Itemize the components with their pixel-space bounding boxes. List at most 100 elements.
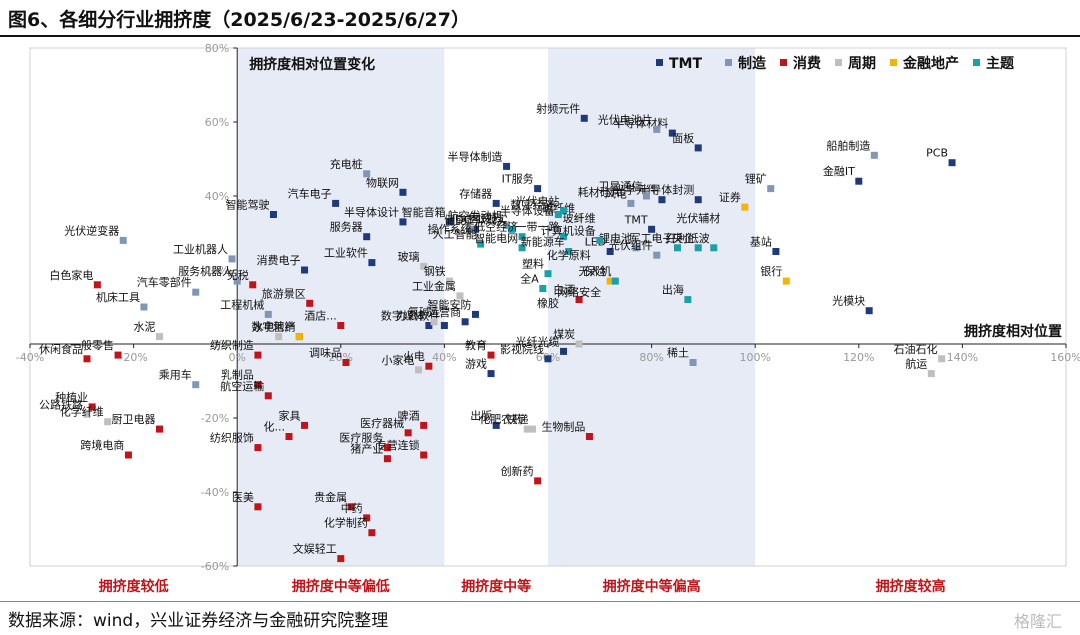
data-point [653,251,661,259]
point-label: 办公软件 [396,309,440,323]
data-point [658,196,666,204]
point-label: 银行 [760,264,782,278]
data-point [192,288,200,296]
legend-swatch [835,59,842,66]
point-label: 煤炭 [553,328,575,341]
extra-label: 耗材硅片 [578,185,622,199]
data-point [466,225,474,233]
point-label: 工业机器人 [173,242,228,256]
point-label: 化学纤维 [60,405,104,419]
point-label: 射频元件 [536,101,580,115]
point-label: 智能音箱 [402,205,446,219]
point-label: 纺织服饰 [210,431,254,445]
point-label: 光伏逆变器 [64,223,119,237]
point-label: 水泥 [134,321,156,334]
zone-label: 拥挤度较低 [99,578,169,595]
point-label: 化... [264,420,286,434]
point-label: 数字经济 [510,198,554,212]
point-label: 教育 [465,338,487,352]
point-label: 医美 [232,491,254,504]
data-point [492,421,500,429]
x-tick-label: 120% [843,351,874,364]
point-label: 调味品 [309,347,342,360]
data-point [518,233,526,241]
data-point [694,196,702,204]
data-point [492,199,500,207]
data-point [855,177,863,185]
legend-label: 金融地产 [902,55,959,72]
point-label: IDC [452,213,472,226]
data-point [560,347,568,355]
legend-swatch [973,59,980,66]
data-point [363,514,371,522]
data-point [627,199,635,207]
y-axis-label: 拥挤度相对位置变化 [249,56,375,73]
point-label: 运营商 [428,305,461,319]
data-point [534,185,542,193]
data-point [477,240,485,248]
data-point [363,170,371,178]
data-point [487,351,495,359]
point-label: 汽车电子 [288,186,332,200]
point-label: 中药 [341,502,363,515]
data-point [446,218,454,226]
data-point [301,266,309,274]
data-point [503,222,511,230]
data-point [254,444,262,452]
x-tick-label: -20% [119,351,147,364]
point-label: 化肥农药 [479,412,523,426]
data-point [611,277,619,285]
data-point [192,381,200,389]
data-point [368,259,376,267]
point-label: 石油石化 [894,342,938,356]
point-label: 医疗服务 [339,431,383,445]
point-label: 影视院线 [500,342,544,356]
data-point [337,322,345,329]
y-tick-label: -40% [201,486,229,499]
point-label: 酒店... [304,309,337,323]
chart-legend: TMT 制造 消费 周期 金融地产 主题 [656,55,1015,72]
point-label: 化学制药 [324,516,368,530]
data-point [295,333,303,341]
data-point [254,503,262,511]
point-label: 贵金属 [314,490,347,504]
x-tick-label: -40% [16,351,44,364]
point-label: 低空经济 [474,220,518,234]
data-point [264,392,272,400]
data-point [575,296,583,304]
x-tick-label: 0% [228,351,245,364]
point-label: 军工电子 [630,232,674,245]
point-label: 地产 [273,320,295,334]
data-point [575,214,583,222]
y-tick-label: 0% [212,338,229,351]
source-rule [0,601,1080,602]
data-point [420,421,428,429]
point-label: 工业软件 [324,246,368,260]
x-tick-label: 160% [1050,351,1080,364]
extra-label: 化学原料 [547,248,591,262]
point-label: 稀土 [667,347,689,360]
legend-label: 制造 [738,55,766,72]
data-point [420,262,428,270]
point-label: 全A [520,272,539,286]
y-tick-label: 60% [205,116,229,129]
point-label: 家具 [279,408,301,422]
scatter-points: 射频元件半导体材料面板半导体制造IT服务存储器物联网智能驾驶汽车电子半导体设计智… [39,101,956,563]
point-label: 工业金属 [412,279,456,293]
zone-band [548,48,756,566]
data-point [114,351,122,359]
point-label: 塑料 [522,257,544,271]
point-label: 智能驾驶 [225,198,269,212]
data-point [865,307,873,315]
data-point [440,322,448,329]
point-label: 服务器 [330,221,363,234]
legend-swatch [780,59,787,66]
y-tick-label: 20% [205,264,229,277]
data-point [254,351,262,359]
data-point [88,403,96,411]
point-label: 无人机 [578,264,611,278]
data-point [83,410,91,418]
data-point [140,303,148,311]
data-point [653,125,661,133]
title-rule [0,35,1080,37]
